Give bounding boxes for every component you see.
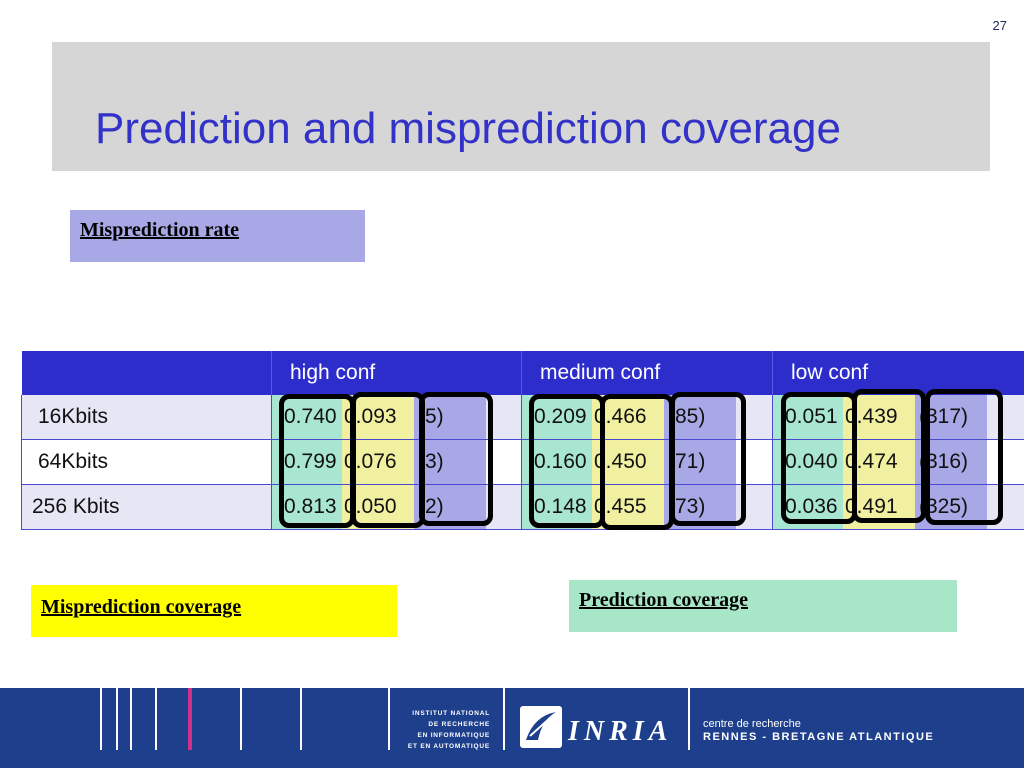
- low-conf-cell: 0.040 0.474 (316): [772, 439, 1024, 485]
- header-blank: [21, 351, 272, 395]
- footer-divider: [388, 688, 390, 750]
- prediction-coverage-value: 0.040: [773, 440, 843, 484]
- title-band: [52, 42, 990, 171]
- low-conf-cell: 0.036 0.491 (325): [772, 484, 1024, 530]
- high-conf-cell: 0.813 0.050 (2): [271, 484, 522, 530]
- header-low-conf: low conf: [772, 351, 1024, 395]
- misprediction-coverage-value: 0.076: [342, 440, 414, 484]
- table-header-row: high conf medium conf low conf: [21, 351, 1024, 395]
- footer-divider: [100, 688, 102, 750]
- misprediction-rate-value: (3): [414, 440, 486, 484]
- institute-line: DE RECHERCHE: [428, 721, 490, 728]
- table-row: 64Kbits 0.799 0.076 (3) 0.160 0.450 (71)…: [21, 439, 1024, 485]
- medium-conf-cell: 0.148 0.455 (73): [521, 484, 773, 530]
- prediction-coverage-value: 0.036: [773, 485, 843, 529]
- research-centre: centre de recherche RENNES - BRETAGNE AT…: [703, 718, 934, 744]
- footer-divider: [503, 688, 505, 750]
- prediction-coverage-value: 0.160: [522, 440, 592, 484]
- inria-logo-text: INRIA: [568, 716, 673, 747]
- row-label: 16Kbits: [21, 395, 272, 440]
- page-number: 27: [992, 18, 1007, 33]
- low-conf-cell: 0.051 0.439 (317): [772, 395, 1024, 440]
- misprediction-rate-value: (71): [664, 440, 736, 484]
- misprediction-rate-value: (2): [414, 485, 486, 529]
- footer-divider: [688, 688, 690, 750]
- slide-title: Prediction and misprediction coverage: [95, 104, 841, 153]
- prediction-coverage-value: 0.209: [522, 395, 592, 439]
- prediction-coverage-value: 0.799: [272, 440, 342, 484]
- header-medium-conf: medium conf: [521, 351, 773, 395]
- misprediction-coverage-value: 0.050: [342, 485, 414, 529]
- prediction-coverage-value: 0.813: [272, 485, 342, 529]
- misprediction-coverage-value: 0.450: [592, 440, 664, 484]
- misprediction-rate-value: (316): [915, 440, 987, 484]
- footer-divider: [130, 688, 132, 750]
- prediction-coverage-label: Prediction coverage: [569, 580, 957, 632]
- prediction-coverage-value: 0.148: [522, 485, 592, 529]
- misprediction-rate-value: (325): [915, 485, 987, 529]
- high-conf-cell: 0.740 0.093 (5): [271, 395, 522, 440]
- high-conf-cell: 0.799 0.076 (3): [271, 439, 522, 485]
- footer-divider: [155, 688, 157, 750]
- prediction-coverage-value: 0.740: [272, 395, 342, 439]
- medium-conf-cell: 0.209 0.466 (85): [521, 395, 773, 440]
- misprediction-coverage-value: 0.093: [342, 395, 414, 439]
- table-row: 256 Kbits 0.813 0.050 (2) 0.148 0.455 (7…: [21, 484, 1024, 530]
- header-high-conf: high conf: [271, 351, 522, 395]
- footer-divider: [300, 688, 302, 750]
- misprediction-rate-value: (85): [664, 395, 736, 439]
- institute-line: INSTITUT NATIONAL: [412, 710, 490, 717]
- footer-divider: [116, 688, 118, 750]
- footer-accent-divider: [188, 688, 192, 750]
- coverage-table: high conf medium conf low conf 16Kbits 0…: [21, 351, 1024, 530]
- inria-logo-icon: [520, 706, 562, 748]
- misprediction-coverage-label: Misprediction coverage: [31, 585, 397, 637]
- institute-line: ET EN AUTOMATIQUE: [407, 743, 490, 750]
- misprediction-coverage-value: 0.455: [592, 485, 664, 529]
- prediction-coverage-value: 0.051: [773, 395, 843, 439]
- institute-line: EN INFORMATIQUE: [417, 732, 490, 739]
- footer-divider: [240, 688, 242, 750]
- institute-name: INSTITUT NATIONAL DE RECHERCHE EN INFORM…: [402, 708, 490, 752]
- medium-conf-cell: 0.160 0.450 (71): [521, 439, 773, 485]
- row-label: 64Kbits: [21, 439, 272, 485]
- row-label: 256 Kbits: [21, 484, 272, 530]
- misprediction-coverage-value: 0.474: [843, 440, 915, 484]
- misprediction-rate-label: Misprediction rate: [70, 210, 365, 262]
- table-row: 16Kbits 0.740 0.093 (5) 0.209 0.466 (85)…: [21, 395, 1024, 440]
- centre-line-1: centre de recherche: [703, 718, 801, 730]
- misprediction-rate-value: (317): [915, 395, 987, 439]
- misprediction-coverage-value: 0.466: [592, 395, 664, 439]
- misprediction-coverage-value: 0.439: [843, 395, 915, 439]
- misprediction-rate-value: (73): [664, 485, 736, 529]
- centre-line-2: RENNES - BRETAGNE ATLANTIQUE: [703, 731, 935, 743]
- footer-bar: INSTITUT NATIONAL DE RECHERCHE EN INFORM…: [0, 688, 1024, 768]
- misprediction-rate-value: (5): [414, 395, 486, 439]
- misprediction-coverage-value: 0.491: [843, 485, 915, 529]
